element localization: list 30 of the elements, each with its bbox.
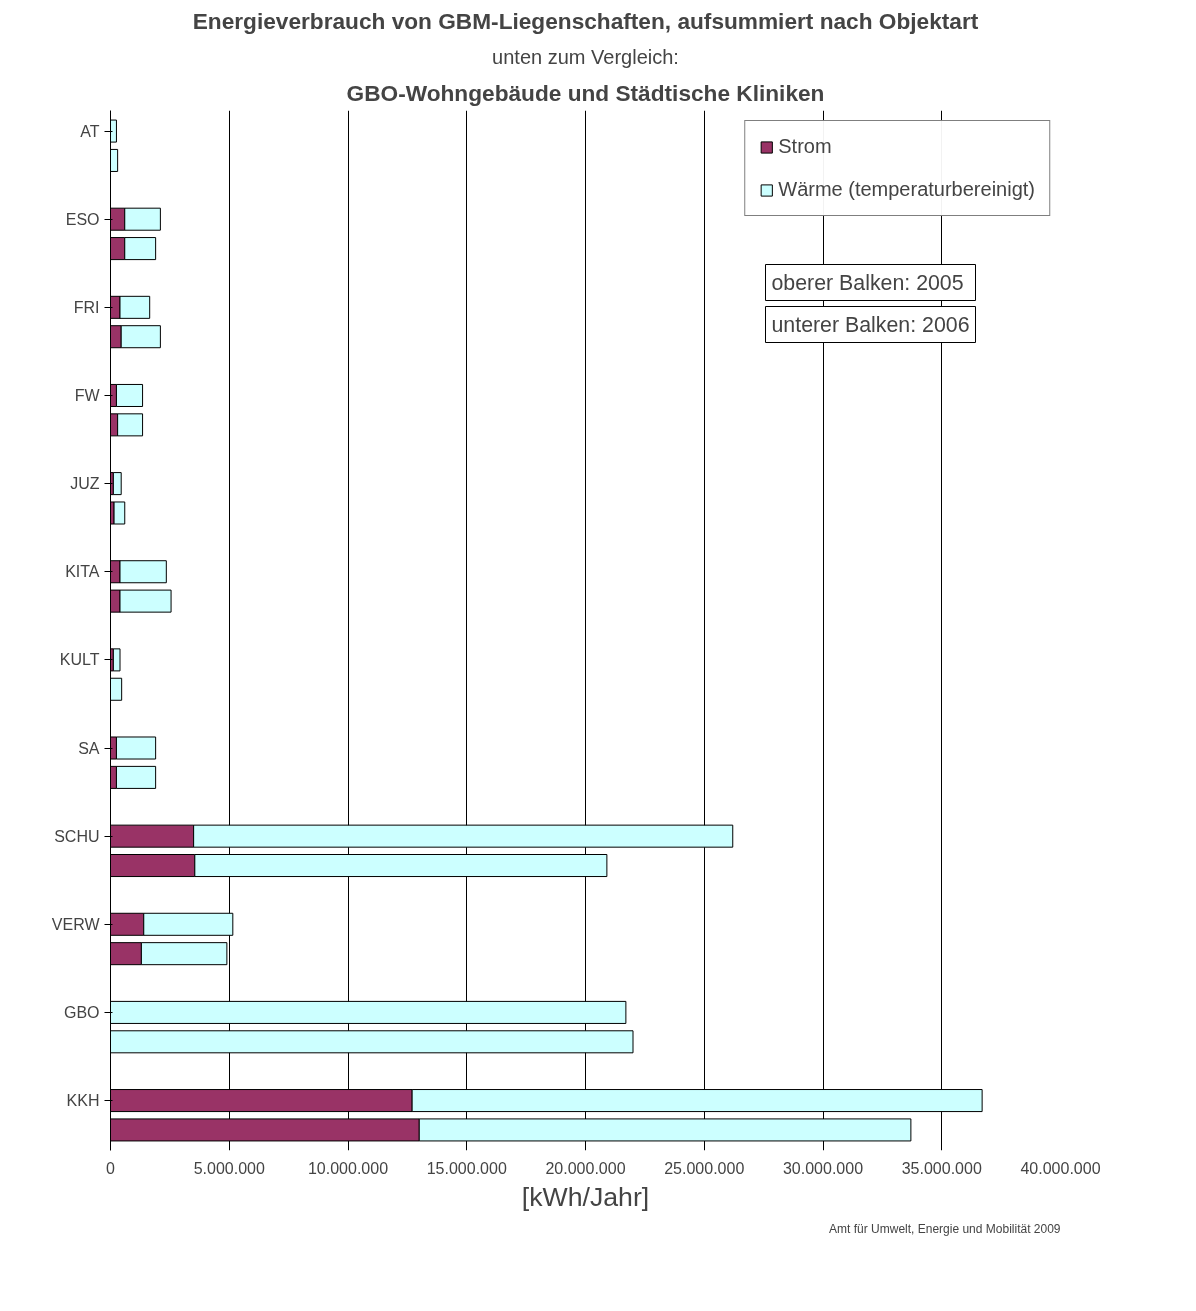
legend-label: Wärme (temperaturbereinigt) bbox=[778, 178, 1035, 201]
annotation: oberer Balken: 2005 bbox=[771, 270, 964, 295]
y-tick-label: ESO bbox=[65, 210, 100, 228]
x-tick-label: 30.000.000 bbox=[782, 1159, 864, 1177]
x-tick-label: 0 bbox=[106, 1159, 116, 1177]
y-tick-label: KKH bbox=[66, 1092, 100, 1110]
text: Amt für Umwelt, Energie und Mobilität 2009 bbox=[829, 1221, 1061, 1236]
x-tick-label: 25.000.000 bbox=[664, 1159, 745, 1177]
y-tick-label: AT bbox=[80, 122, 100, 140]
y-tick-label: GBO bbox=[63, 1003, 100, 1021]
legend-label: Strom bbox=[778, 135, 832, 158]
y-tick-label: FRI bbox=[73, 298, 100, 316]
y-tick-label: SA bbox=[78, 739, 100, 757]
y-tick-label: KITA bbox=[65, 563, 100, 581]
y-tick-label: KULT bbox=[59, 651, 100, 669]
annotation: unterer Balken: 2006 bbox=[771, 312, 970, 337]
y-tick-label: SCHU bbox=[54, 827, 100, 845]
x-tick-label: 5.000.000 bbox=[193, 1159, 265, 1177]
x-axis-title: [kWh/Jahr] bbox=[521, 1181, 650, 1212]
text: GBO-Wohngebäude und Städtische Kliniken bbox=[346, 79, 825, 106]
x-tick-label: 10.000.000 bbox=[307, 1159, 389, 1177]
chart-subtitle: unten zum Vergleich: bbox=[492, 45, 679, 68]
y-tick-label: FW bbox=[74, 386, 101, 404]
chart-title: Energieverbrauch von GBM-Liegenschaften, aufsummiert nach Objektart bbox=[192, 7, 979, 34]
x-tick-label: 20.000.000 bbox=[545, 1159, 626, 1177]
x-tick-label: 15.000.000 bbox=[426, 1159, 507, 1177]
x-tick-label: 35.000.000 bbox=[901, 1159, 982, 1177]
y-tick-label: JUZ bbox=[70, 475, 100, 493]
y-tick-label: VERW bbox=[51, 915, 101, 933]
x-tick-label: 40.000.000 bbox=[1020, 1159, 1101, 1177]
